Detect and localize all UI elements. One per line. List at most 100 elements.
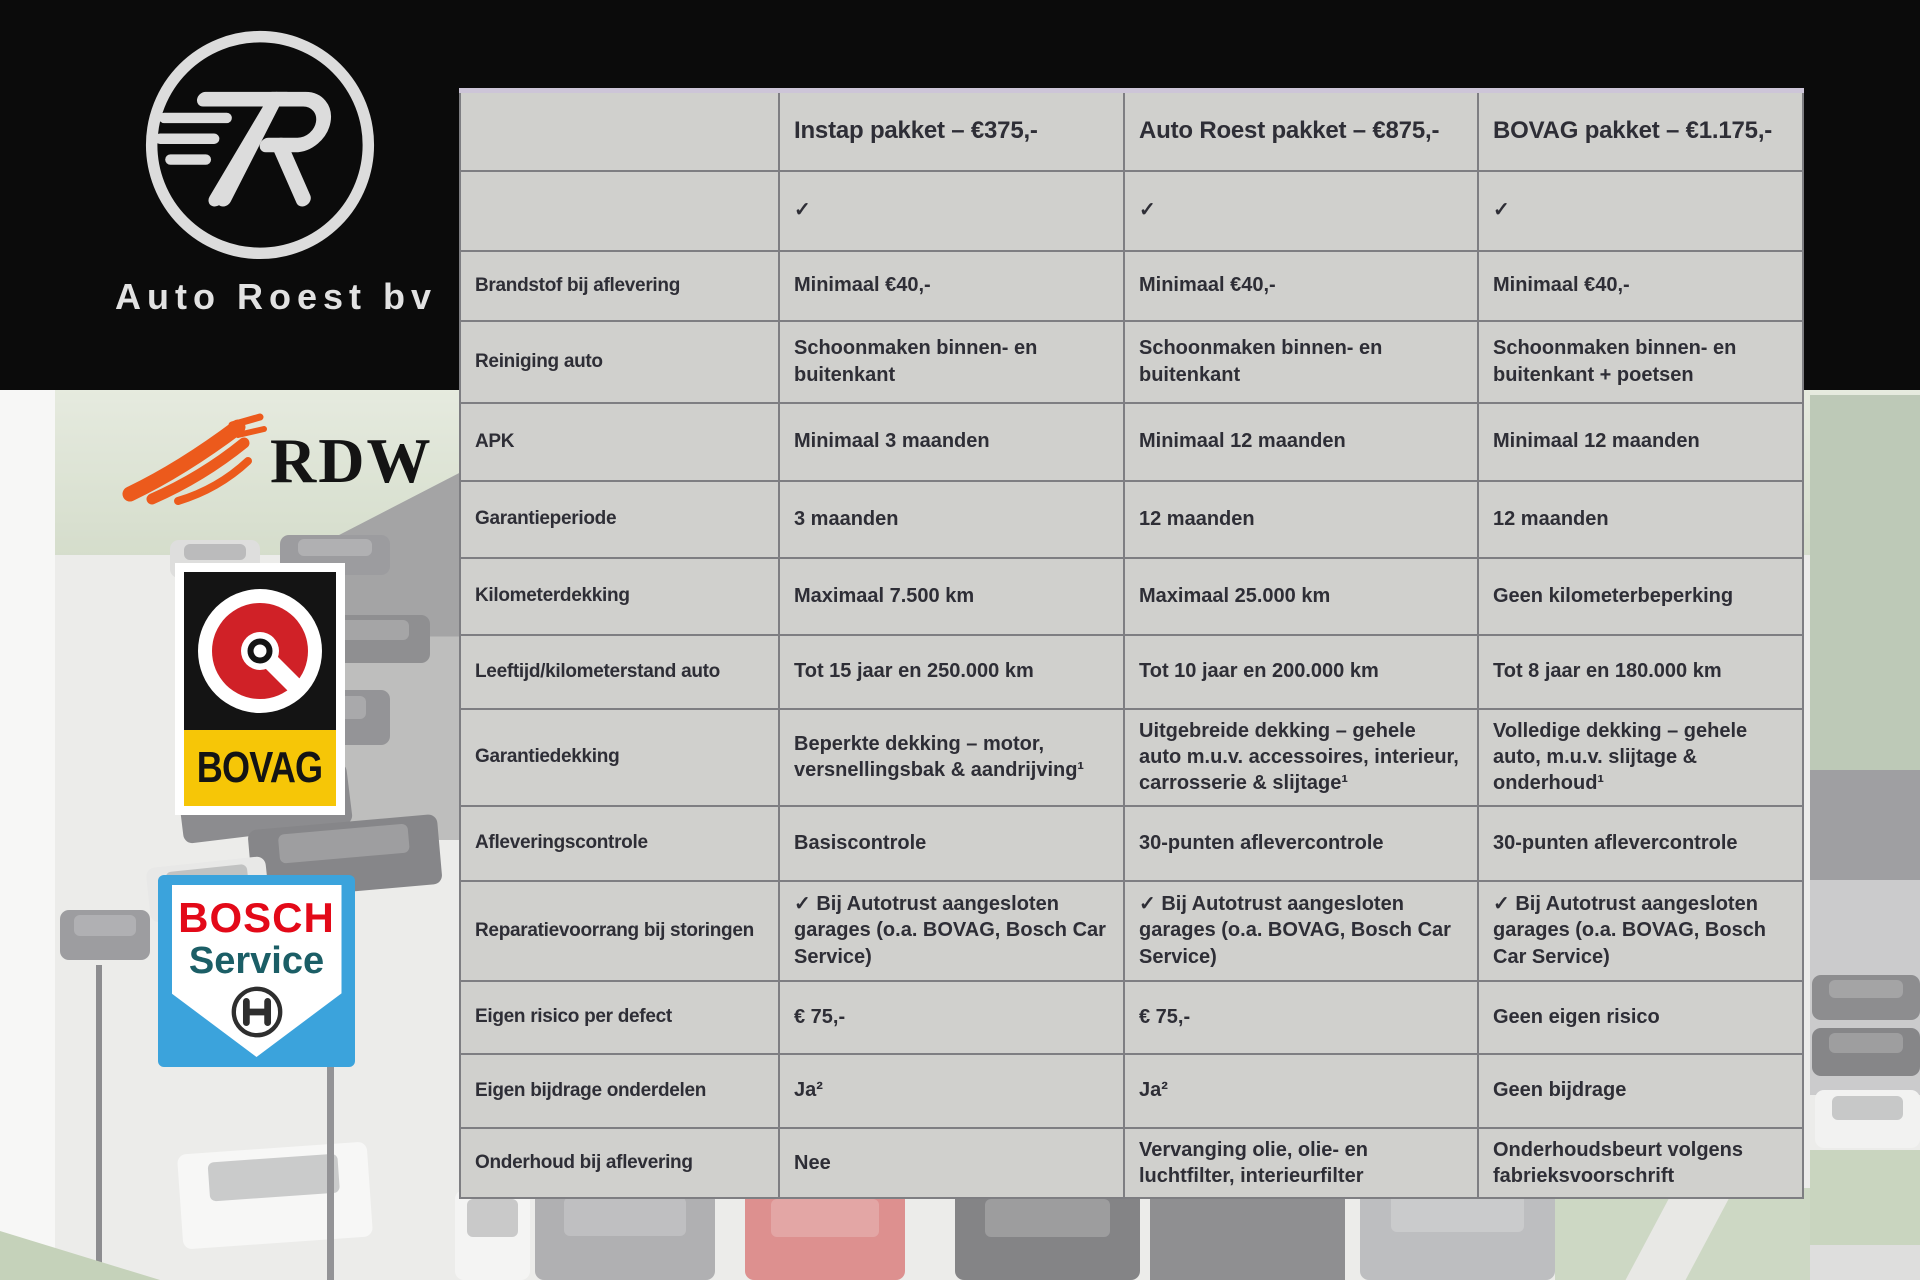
package-table-body: ✓ ✓ ✓ Brandstof bij aflevering Minimaal €40,… bbox=[459, 169, 1804, 1200]
row-label: Brandstof bij aflevering bbox=[459, 249, 780, 322]
bovag-wordmark: BOVAG bbox=[197, 743, 323, 792]
row-label: Eigen risico per defect bbox=[459, 979, 780, 1055]
table-row: Onderhoud bij aflevering Nee Vervanging ol… bbox=[459, 1126, 1804, 1200]
column-header-instap: Instap pakket – €375,- bbox=[778, 89, 1125, 172]
package-cell: Geen eigen risico bbox=[1477, 979, 1804, 1055]
table-row: Kilometerdekking Maximaal 7.500 km Maximaa… bbox=[459, 556, 1804, 636]
package-cell: Schoonmaken binnen- en buitenkant + poet… bbox=[1477, 319, 1804, 404]
package-cell: Uitgebreide dekking – gehele auto m.u.v.… bbox=[1123, 707, 1479, 807]
car-shape bbox=[1812, 975, 1920, 1020]
table-header-row: Instap pakket – €375,- Auto Roest pakket… bbox=[459, 89, 1804, 172]
package-cell: Volledige dekking – gehele auto, m.u.v. … bbox=[1477, 707, 1804, 807]
lamp-post bbox=[327, 1045, 334, 1280]
row-label: Garantieperiode bbox=[459, 479, 780, 559]
package-cell: Minimaal 3 maanden bbox=[778, 401, 1125, 482]
bosch-shield: BOSCH Service bbox=[171, 885, 342, 1057]
bosch-service-logo: BOSCH Service bbox=[158, 875, 355, 1067]
package-cell: Vervanging olie, olie- en luchtfilter, i… bbox=[1123, 1126, 1479, 1200]
package-cell: Schoonmaken binnen- en buitenkant bbox=[778, 319, 1125, 404]
road-right bbox=[1810, 1245, 1920, 1280]
car-shape bbox=[745, 1190, 905, 1280]
package-cell: Ja² bbox=[1123, 1052, 1479, 1129]
bovag-wordmark-band: BOVAG bbox=[184, 730, 336, 806]
rdw-logo: RDW bbox=[120, 411, 430, 511]
package-cell: € 75,- bbox=[1123, 979, 1479, 1055]
row-label: Garantiedekking bbox=[459, 707, 780, 807]
package-cell: 12 maanden bbox=[1477, 479, 1804, 559]
bovag-emblem-icon bbox=[184, 572, 336, 730]
package-cell: 30-punten aflevercontrole bbox=[1477, 804, 1804, 882]
table-row: Brandstof bij aflevering Minimaal €40,- Mi… bbox=[459, 249, 1804, 322]
table-row: Reparatievoorrang bij storingen ✓ Bij Aut… bbox=[459, 879, 1804, 982]
package-cell: Onderhoudsbeurt volgens fabrieksvoorschr… bbox=[1477, 1126, 1804, 1200]
package-cell: Maximaal 25.000 km bbox=[1123, 556, 1479, 636]
package-cell: 3 maanden bbox=[778, 479, 1125, 559]
row-label: Onderhoud bij aflevering bbox=[459, 1126, 780, 1200]
package-cell: Basiscontrole bbox=[778, 804, 1125, 882]
package-cell: Minimaal €40,- bbox=[778, 249, 1125, 322]
row-label bbox=[459, 169, 780, 252]
package-cell: Minimaal €40,- bbox=[1123, 249, 1479, 322]
table-row: Eigen risico per defect € 75,- € 75,- Geen … bbox=[459, 979, 1804, 1055]
package-cell: Tot 10 jaar en 200.000 km bbox=[1123, 633, 1479, 710]
bosch-service-text: Service bbox=[188, 940, 325, 983]
table-row: Afleveringscontrole Basiscontrole 30-punte… bbox=[459, 804, 1804, 882]
table-row: Leeftijd/kilometerstand auto Tot 15 jaar … bbox=[459, 633, 1804, 710]
grass-right bbox=[1810, 1150, 1920, 1250]
package-cell: Nee bbox=[778, 1126, 1125, 1200]
table-row: Garantiedekking Beperkte dekking – motor,… bbox=[459, 707, 1804, 807]
package-cell: Tot 8 jaar en 180.000 km bbox=[1477, 633, 1804, 710]
column-header-auto-roest: Auto Roest pakket – €875,- bbox=[1123, 89, 1479, 172]
package-cell: ✓ bbox=[1123, 169, 1479, 252]
lamp-post bbox=[96, 965, 102, 1280]
column-header-bovag: BOVAG pakket – €1.175,- bbox=[1477, 89, 1804, 172]
car-shape bbox=[1812, 1028, 1920, 1076]
package-cell: ✓ Bij Autotrust aangesloten garages (o.a… bbox=[1123, 879, 1479, 982]
row-label: APK bbox=[459, 401, 780, 482]
table-row: Garantieperiode 3 maanden 12 maanden 12 maa… bbox=[459, 479, 1804, 559]
row-label: Eigen bijdrage onderdelen bbox=[459, 1052, 780, 1129]
table-row: Reiniging auto Schoonmaken binnen- en bui… bbox=[459, 319, 1804, 404]
rdw-wing-icon bbox=[120, 411, 270, 511]
left-white-strip bbox=[0, 390, 55, 1280]
package-cell: Minimaal €40,- bbox=[1477, 249, 1804, 322]
car-shape bbox=[535, 1188, 715, 1280]
package-cell: Maximaal 7.500 km bbox=[778, 556, 1125, 636]
row-label: Kilometerdekking bbox=[459, 556, 780, 636]
package-cell: Beperkte dekking – motor, versnellingsba… bbox=[778, 707, 1125, 807]
row-label: Reparatievoorrang bij storingen bbox=[459, 879, 780, 982]
bosch-armature-icon bbox=[228, 986, 286, 1045]
package-cell: Tot 15 jaar en 250.000 km bbox=[778, 633, 1125, 710]
package-cell: 12 maanden bbox=[1123, 479, 1479, 559]
car-shape bbox=[455, 1190, 530, 1280]
auto-roest-monogram-icon bbox=[115, 20, 405, 270]
table-row: Eigen bijdrage onderdelen Ja² Ja² Geen bijd… bbox=[459, 1052, 1804, 1129]
row-label: Leeftijd/kilometerstand auto bbox=[459, 633, 780, 710]
hedge-right bbox=[1810, 395, 1920, 775]
row-label: Afleveringscontrole bbox=[459, 804, 780, 882]
company-name: Auto Roest bv bbox=[115, 276, 438, 317]
package-cell: Geen kilometerbeperking bbox=[1477, 556, 1804, 636]
package-cell: Minimaal 12 maanden bbox=[1123, 401, 1479, 482]
table-row: ✓ ✓ ✓ bbox=[459, 169, 1804, 252]
package-cell: € 75,- bbox=[778, 979, 1125, 1055]
car-shape bbox=[60, 910, 150, 960]
car-shape bbox=[955, 1190, 1140, 1280]
package-cell: Schoonmaken binnen- en buitenkant bbox=[1123, 319, 1479, 404]
package-cell: Ja² bbox=[778, 1052, 1125, 1129]
auto-roest-logo: Auto Roest bv bbox=[115, 20, 438, 370]
package-cell: ✓ Bij Autotrust aangesloten garages (o.a… bbox=[778, 879, 1125, 982]
package-cell: Minimaal 12 maanden bbox=[1477, 401, 1804, 482]
row-label: Reiniging auto bbox=[459, 319, 780, 404]
table-row: APK Minimaal 3 maanden Minimaal 12 maanden… bbox=[459, 401, 1804, 482]
bovag-logo: BOVAG bbox=[175, 563, 345, 815]
containers-right bbox=[1810, 770, 1920, 885]
rdw-wordmark: RDW bbox=[270, 424, 433, 496]
car-shape bbox=[1815, 1090, 1920, 1148]
package-comparison-table: Instap pakket – €375,- Auto Roest pakket… bbox=[459, 88, 1804, 1200]
package-cell: ✓ bbox=[778, 169, 1125, 252]
package-cell: Geen bijdrage bbox=[1477, 1052, 1804, 1129]
package-cell: ✓ bbox=[1477, 169, 1804, 252]
package-cell: 30-punten aflevercontrole bbox=[1123, 804, 1479, 882]
